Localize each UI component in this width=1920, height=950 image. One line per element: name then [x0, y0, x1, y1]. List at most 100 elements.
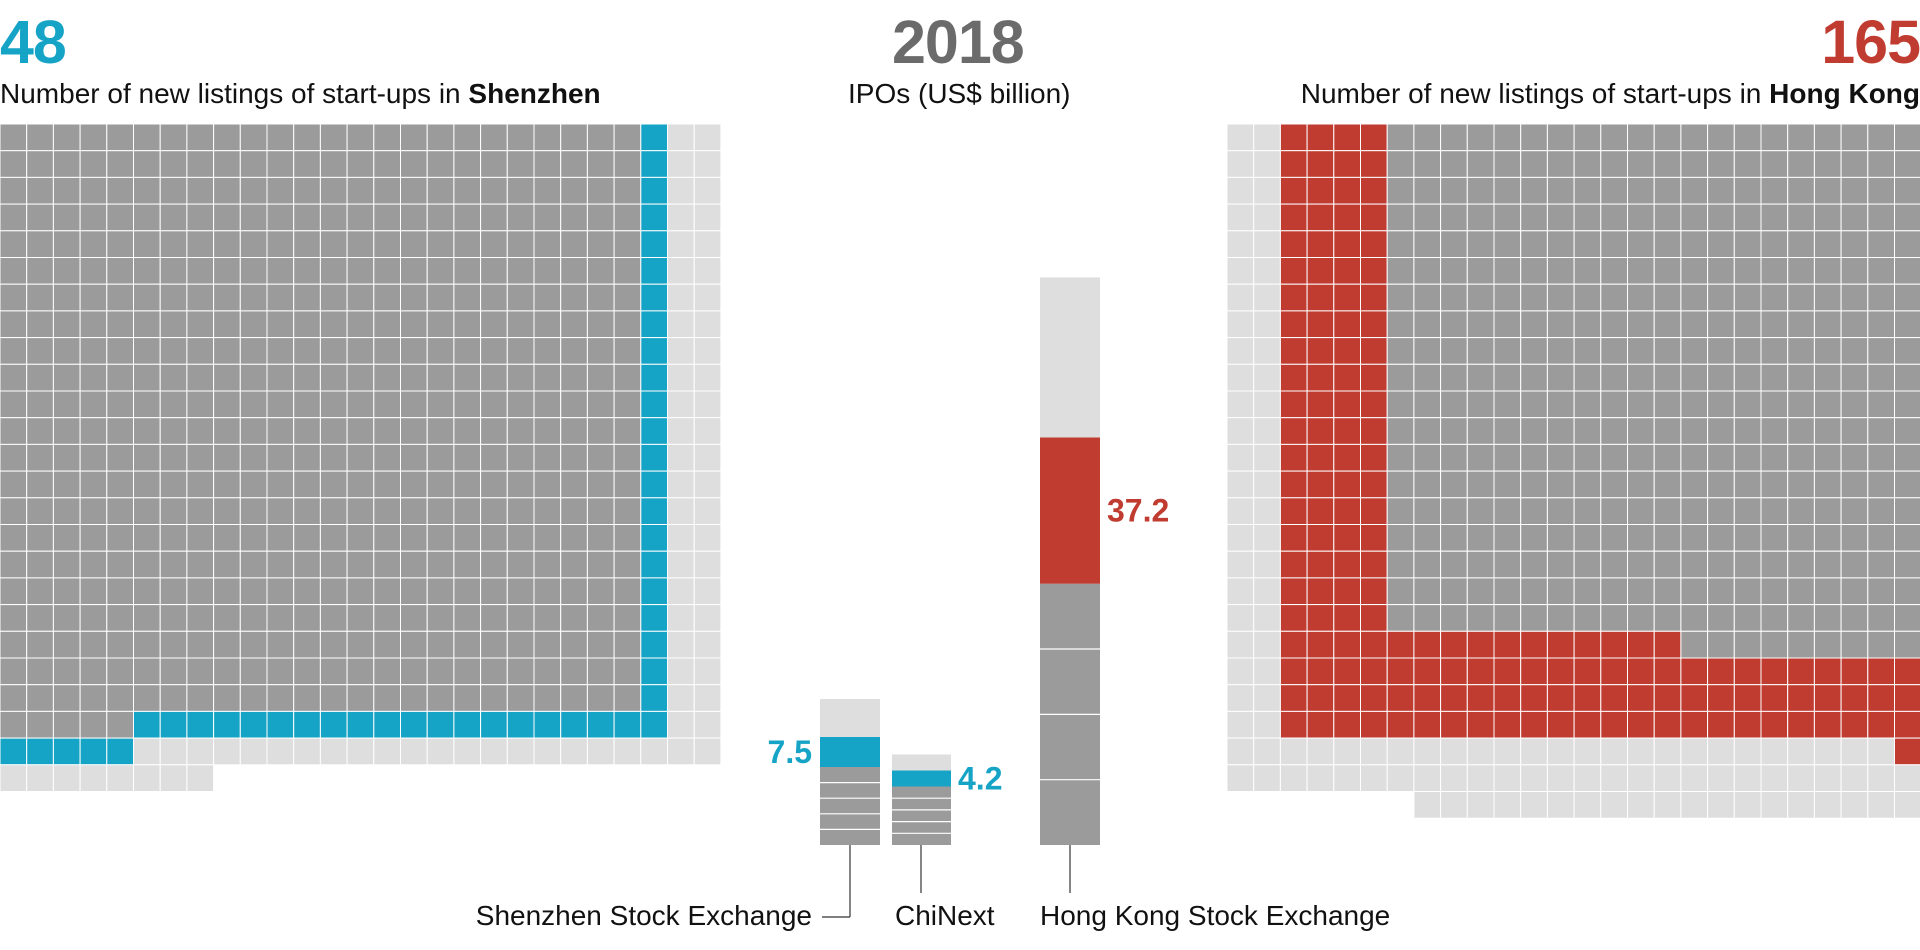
shenzhen-cell-dark — [26, 443, 54, 472]
hongkong-cell-dark — [1493, 283, 1522, 312]
hongkong-cell-dark — [1653, 470, 1682, 499]
hongkong-cell-dark — [1520, 283, 1548, 312]
shenzhen-cell-highlight — [133, 710, 161, 739]
shenzhen-cell-dark — [480, 230, 508, 259]
shenzhen-cell-dark — [52, 524, 81, 552]
hongkong-cell-dark — [1627, 604, 1655, 632]
hongkong-cell-light — [1226, 337, 1255, 365]
shenzhen-cell-dark — [480, 497, 508, 525]
hongkong-cell-light — [1680, 764, 1709, 792]
hongkong-cell-light — [1253, 443, 1281, 472]
hongkong-cell-light — [1813, 764, 1842, 792]
hongkong-cell-dark — [1867, 390, 1896, 419]
hongkong-cell-dark — [1546, 230, 1575, 259]
shenzhen-cell-light — [693, 630, 722, 659]
hongkong-cell-dark — [1440, 230, 1468, 259]
shenzhen-cell-dark — [613, 443, 642, 472]
shenzhen-cell-dark — [26, 123, 54, 152]
hongkong-cell-light — [1653, 791, 1682, 819]
hongkong-cell-light — [1600, 791, 1629, 819]
shenzhen-cell-dark — [293, 176, 321, 205]
hongkong-cell-dark — [1733, 550, 1762, 579]
shenzhen-cell-dark — [480, 550, 508, 579]
shenzhen-cell-dark — [159, 283, 188, 312]
shenzhen-cell-dark — [133, 577, 161, 606]
shenzhen-cell-dark — [0, 123, 28, 152]
shenzhen-cell-dark — [560, 230, 588, 259]
shenzhen-cell-dark — [613, 497, 642, 525]
hongkong-count: 165 — [1821, 8, 1920, 76]
hongkong-cell-highlight — [1333, 123, 1362, 152]
shenzhen-cell-dark — [560, 257, 588, 285]
shenzhen-cell-dark — [266, 550, 295, 579]
hongkong-cell-dark — [1707, 417, 1735, 445]
hongkong-cell-highlight — [1306, 390, 1335, 419]
hongkong-cell-dark — [1386, 363, 1415, 392]
hongkong-cell-dark — [1493, 203, 1522, 232]
hongkong-cell-light — [1386, 764, 1415, 792]
shenzhen-cell-dark — [319, 257, 348, 285]
shenzhen-cell-dark — [346, 524, 375, 552]
hongkong-cell-highlight — [1279, 257, 1308, 285]
hongkong-cell-dark — [1413, 497, 1442, 525]
hongkong-cell-highlight — [1360, 443, 1388, 472]
hongkong-cell-dark — [1386, 230, 1415, 259]
shenzhen-cell-dark — [239, 630, 268, 659]
hongkong-cell-dark — [1707, 577, 1735, 606]
shenzhen-cell-dark — [373, 497, 401, 525]
shenzhen-cell-dark — [79, 417, 108, 445]
hongkong-cell-light — [1253, 150, 1281, 178]
shenzhen-cell-dark — [293, 203, 321, 232]
hongkong-cell-highlight — [1360, 363, 1388, 392]
hongkong-cell-dark — [1600, 363, 1629, 392]
hongkong-cell-dark — [1520, 470, 1548, 499]
hongkong-cell-light — [1226, 176, 1255, 205]
shenzhen-cell-dark — [186, 417, 215, 445]
hongkong-cell-dark — [1493, 337, 1522, 365]
shenzhen-cell-dark — [26, 550, 54, 579]
shenzhen-cell-light — [667, 150, 695, 178]
hongkong-cell-highlight — [1333, 550, 1362, 579]
hongkong-cell-dark — [1627, 283, 1655, 312]
shenzhen-cell-dark — [346, 283, 375, 312]
hongkong-cell-highlight — [1333, 310, 1362, 339]
hongkong-cell-highlight — [1466, 710, 1495, 739]
hongkong-cell-dark — [1493, 123, 1522, 152]
hongkong-cell-dark — [1680, 524, 1709, 552]
shenzhen-cell-dark — [613, 230, 642, 259]
hongkong-cell-dark — [1707, 524, 1735, 552]
hongkong-cell-dark — [1493, 524, 1522, 552]
hongkong-cell-dark — [1707, 257, 1735, 285]
hongkong-cell-dark — [1573, 470, 1602, 499]
hongkong-cell-dark — [1413, 417, 1442, 445]
shenzhen-cell-dark — [26, 524, 54, 552]
shenzhen-cell-dark — [319, 363, 348, 392]
shenzhen-cell-dark — [613, 203, 642, 232]
shenzhen-cell-dark — [26, 630, 54, 659]
shenzhen-cell-dark — [319, 417, 348, 445]
hongkong-cell-dark — [1707, 443, 1735, 472]
hongkong-cell-dark — [1440, 443, 1468, 472]
hongkong-cell-dark — [1573, 497, 1602, 525]
hongkong-cell-light — [1253, 630, 1281, 659]
shenzhen-cell-highlight — [640, 630, 668, 659]
shenzhen-cell-dark — [400, 550, 428, 579]
shenzhen-cell-dark — [159, 577, 188, 606]
hongkong-cell-dark — [1493, 176, 1522, 205]
shenzhen-cell-dark — [480, 283, 508, 312]
shenzhen-cell-dark — [533, 176, 562, 205]
hongkong-cell-highlight — [1306, 337, 1335, 365]
shenzhen-cell-highlight — [640, 123, 668, 152]
shenzhen-cell-dark — [213, 203, 241, 232]
shenzhen-cell-dark — [346, 550, 375, 579]
hongkong-cell-dark — [1627, 550, 1655, 579]
shenzhen-cell-dark — [52, 203, 81, 232]
hongkong-cell-highlight — [1546, 630, 1575, 659]
shenzhen-cell-dark — [426, 497, 455, 525]
hongkong-cell-dark — [1760, 497, 1789, 525]
shenzhen-cell-dark — [26, 710, 54, 739]
shenzhen-cell-dark — [79, 497, 108, 525]
shenzhen-cell-dark — [480, 203, 508, 232]
hongkong-cell-dark — [1813, 577, 1842, 606]
hongkong-cell-dark — [1867, 363, 1896, 392]
